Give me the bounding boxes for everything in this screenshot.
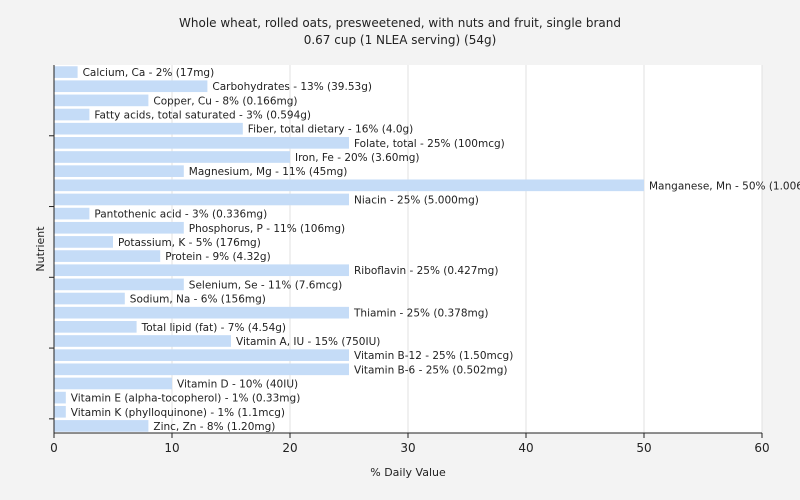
chart-title: Whole wheat, rolled oats, presweetened, … <box>179 16 621 30</box>
x-tick-label: 30 <box>400 441 415 455</box>
bar-label: Copper, Cu - 8% (0.166mg) <box>153 95 297 107</box>
x-axis-title: % Daily Value <box>370 466 446 479</box>
chart-subtitle: 0.67 cup (1 NLEA serving) (54g) <box>303 33 497 47</box>
bar-label: Vitamin B-6 - 25% (0.502mg) <box>354 364 508 376</box>
bar-label: Calcium, Ca - 2% (17mg) <box>83 67 215 79</box>
bar <box>54 349 349 361</box>
bar <box>54 306 349 319</box>
bar <box>54 363 349 376</box>
bar-label: Thiamin - 25% (0.378mg) <box>353 308 489 320</box>
bar <box>54 94 149 107</box>
bar-label: Vitamin E (alpha-tocopherol) - 1% (0.33m… <box>71 393 300 405</box>
bar-label: Carbohydrates - 13% (39.53g) <box>212 81 372 93</box>
bar-label: Iron, Fe - 20% (3.60mg) <box>295 152 419 164</box>
bar <box>54 66 78 78</box>
bar <box>54 179 644 192</box>
x-tick-label: 10 <box>164 441 179 455</box>
bar <box>54 108 90 121</box>
x-tick-label: 50 <box>636 441 651 455</box>
bar-label: Zinc, Zn - 8% (1.20mg) <box>153 421 275 433</box>
bar-label: Protein - 9% (4.32g) <box>165 251 271 263</box>
bar-label: Pantothenic acid - 3% (0.336mg) <box>94 209 267 221</box>
x-tick-label: 40 <box>518 441 533 455</box>
bar <box>54 391 66 404</box>
bar-label: Manganese, Mn - 50% (1.006mg) <box>649 180 800 192</box>
y-axis-title: Nutrient <box>34 226 47 272</box>
bar <box>54 335 231 347</box>
bar <box>54 207 90 220</box>
bar <box>54 221 184 234</box>
x-tick-label: 0 <box>50 441 58 455</box>
x-tick-label: 60 <box>754 441 769 455</box>
bar <box>54 122 243 135</box>
bar-label: Magnesium, Mg - 11% (45mg) <box>189 166 348 178</box>
bar-label: Vitamin D - 10% (40IU) <box>177 378 298 390</box>
bar-label: Selenium, Se - 11% (7.6mcg) <box>189 279 342 291</box>
bar-label: Total lipid (fat) - 7% (4.54g) <box>141 322 286 334</box>
bar-label: Vitamin A, IU - 15% (750IU) <box>236 336 380 348</box>
bar <box>54 420 149 432</box>
bar <box>54 250 161 262</box>
bar <box>54 377 172 390</box>
bar-label: Vitamin B-12 - 25% (1.50mcg) <box>354 350 513 362</box>
bar <box>54 80 208 93</box>
bar <box>54 165 184 177</box>
bar-label: Riboflavin - 25% (0.427mg) <box>354 265 498 277</box>
bar <box>54 193 349 206</box>
bar <box>54 137 349 149</box>
bar <box>54 405 66 418</box>
x-tick-label: 20 <box>282 441 297 455</box>
bar-label: Phosphorus, P - 11% (106mg) <box>189 223 345 235</box>
bar <box>54 264 349 277</box>
bar <box>54 236 113 248</box>
bar-label: Folate, total - 25% (100mcg) <box>354 138 505 150</box>
bar-label: Niacin - 25% (5.000mg) <box>354 194 479 206</box>
bar-label: Fatty acids, total saturated - 3% (0.594… <box>94 110 311 122</box>
bar-label: Sodium, Na - 6% (156mg) <box>130 294 266 306</box>
bar <box>54 292 125 305</box>
bar <box>54 278 184 291</box>
bar-label: Fiber, total dietary - 16% (4.0g) <box>248 124 413 136</box>
bar-label: Vitamin K (phylloquinone) - 1% (1.1mcg) <box>71 407 285 419</box>
bar <box>54 151 290 163</box>
bar-label: Potassium, K - 5% (176mg) <box>118 237 261 249</box>
bar <box>54 321 137 333</box>
